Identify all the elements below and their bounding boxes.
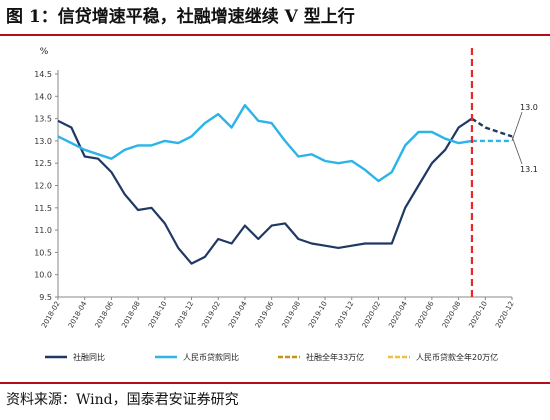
legend-label: 社融同比 [73,352,105,362]
x-tick-label: 2019-10 [307,300,329,329]
x-tick-label: 2020-08 [441,300,463,329]
x-tick-label: 2019-12 [334,300,356,329]
x-tick-label: 2018-08 [120,300,142,329]
x-tick-label: 2018-04 [67,300,89,330]
legend-label: 人民币贷款全年20万亿 [416,352,498,362]
x-tick-label: 2020-10 [467,300,489,329]
line-chart: % 9.5 10.0 10.5 11.0 11.5 12.0 12.5 13.0 13.5 14.0… [34,47,538,362]
x-tick-label: 2020-02 [361,300,383,329]
y-tick-label: 14.0 [34,92,52,101]
y-tick-label: 10.0 [34,271,52,280]
x-tick-label: 2018-12 [174,300,196,329]
series-layer [57,103,513,265]
y-tick-label: 10.5 [34,248,52,257]
y-axis: % 9.5 10.0 10.5 11.0 11.5 12.0 12.5 13.0 13.5 14.0… [34,47,59,302]
legend-label: 人民币贷款同比 [183,352,239,362]
y-tick-label: 14.5 [34,70,52,79]
end-label-leader [511,111,523,142]
x-tick-label: 2019-02 [200,300,222,329]
x-tick-label: 2018-10 [147,300,169,329]
forecast-line-social-financing [471,117,513,138]
annotations: 13.0 13.1 [470,48,538,297]
y-tick-label: 9.5 [39,293,52,302]
title-divider [0,34,550,36]
x-tick-label: 2020-12 [494,300,516,329]
x-tick-label: 2020-06 [414,300,436,330]
x-tick-label: 2019-08 [281,300,303,329]
x-axis: 2018-02 2018-04 2018-06 2018-08 2018-10 2018-… [40,296,516,330]
end-label-rmb-loans: 13.0 [520,103,538,112]
page-title: 图 1：信贷增速平稳，社融增速继续 V 型上行 [6,7,355,27]
source-divider [0,382,550,384]
y-tick-label: 13.0 [34,137,52,146]
y-tick-label: 12.0 [34,182,52,191]
x-tick-label: 2019-06 [254,300,276,330]
y-tick-label: 11.0 [34,226,52,235]
legend: 社融同比 人民币贷款同比 社融全年33万亿 人民币贷款全年20万亿 [45,352,498,362]
x-tick-label: 2019-04 [227,300,249,330]
x-tick-label: 2018-02 [40,300,62,329]
y-tick-label: 11.5 [34,204,52,213]
x-tick-label: 2020-04 [387,300,409,330]
series-line-rmb-loans [57,103,473,183]
y-tick-label: 12.5 [34,159,52,168]
y-axis-unit: % [40,47,49,57]
legend-label: 社融全年33万亿 [306,352,364,362]
y-tick-label: 13.5 [34,115,52,124]
x-tick-label: 2018-06 [94,300,116,330]
source-note: 资料来源：Wind，国泰君安证券研究 [6,392,239,408]
end-label-social-financing: 13.1 [520,165,538,174]
series-line-social-financing [57,117,473,265]
end-label-leader [511,136,523,165]
